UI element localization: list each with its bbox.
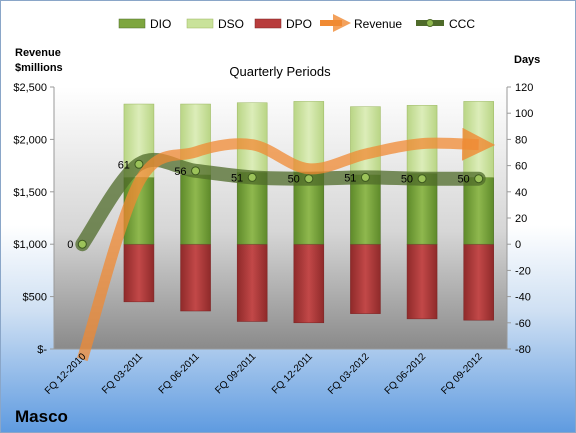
left-tick-label: $1,000: [13, 239, 47, 251]
right-tick-label: 20: [515, 213, 527, 225]
bar-dio: [463, 177, 494, 245]
x-axis-ticks: FQ 12-2010 FQ 03-2011 FQ 06-2011 FQ 09-2011…: [43, 351, 485, 397]
x-tick-label: FQ 09-2011: [213, 351, 258, 396]
right-tick-label: -20: [515, 265, 531, 277]
left-tick-label: $500: [23, 292, 47, 304]
legend-swatch-ccc-marker: [426, 19, 434, 27]
bar-dpo: [123, 243, 155, 303]
company-name: Masco: [15, 407, 68, 426]
right-axis-title: Days: [514, 54, 540, 66]
x-tick-label: FQ 06-2012: [383, 351, 429, 397]
x-tick-label: FQ 03-2012: [326, 351, 372, 397]
bar-dpo: [350, 243, 381, 314]
ccc-point: [134, 159, 144, 169]
x-tick-label: FQ 12-2010: [43, 351, 89, 397]
ccc-data-label: 56: [174, 166, 186, 178]
left-axis-title-line1: Revenue: [15, 47, 61, 59]
ccc-point: [360, 172, 370, 182]
ccc-data-label: 51: [231, 172, 243, 184]
bar-dso: [236, 102, 268, 173]
left-tick-label: $2,500: [13, 82, 47, 94]
ccc-point: [417, 174, 427, 184]
ccc-data-label: 51: [344, 172, 356, 184]
legend-swatch-dio: [118, 18, 146, 29]
left-tick-label: $1,500: [13, 187, 47, 199]
bar-dpo: [180, 243, 211, 312]
bar-dpo: [236, 243, 268, 322]
x-tick-label: FQ 06-2011: [157, 351, 202, 396]
right-tick-label: 40: [515, 187, 527, 199]
left-axis-title-line2: $millions: [15, 62, 63, 74]
right-tick-label: 0: [515, 239, 521, 251]
ccc-point: [474, 174, 484, 184]
ccc-data-label: 50: [457, 174, 469, 186]
legend-label-dpo: DPO: [286, 17, 312, 31]
ccc-point: [191, 166, 201, 176]
bar-dpo: [406, 243, 438, 320]
legend-label-revenue: Revenue: [354, 17, 402, 31]
left-tick-label: $2,000: [13, 134, 47, 146]
legend: DIO DSO DPO Revenue CCC: [118, 14, 475, 32]
ccc-data-label: 61: [118, 159, 130, 171]
ccc-data-label: 50: [288, 174, 300, 186]
bar-dso: [350, 106, 381, 176]
bar-dpo: [293, 243, 325, 324]
legend-swatch-dso: [186, 18, 214, 29]
line-marks: 0 61 56 51 50 51 50 50: [67, 127, 496, 362]
legend-swatch-dpo: [254, 18, 282, 29]
chart-title: Quarterly Periods: [229, 64, 331, 79]
legend-label-ccc: CCC: [449, 17, 475, 31]
left-tick-label: $-: [37, 344, 47, 356]
right-axis-ticks: -80 -60 -40 -20 0 20 40 60 80 100 120: [507, 82, 533, 356]
right-tick-label: -80: [515, 344, 531, 356]
ccc-point: [247, 172, 257, 182]
bar-dio: [180, 174, 211, 245]
x-tick-label: FQ 12-2011: [270, 351, 315, 396]
right-tick-label: 80: [515, 134, 527, 146]
right-tick-label: 60: [515, 161, 527, 173]
right-tick-label: -60: [515, 318, 531, 330]
legend-label-dio: DIO: [150, 17, 171, 31]
left-axis-ticks: $- $500 $1,000 $1,500 $2,000 $2,500: [13, 82, 54, 356]
bar-dio: [350, 174, 381, 245]
right-tick-label: 100: [515, 108, 533, 120]
bar-dpo: [463, 243, 494, 321]
revenue-line: [77, 127, 496, 362]
ccc-point: [304, 174, 314, 184]
right-tick-label: -40: [515, 292, 531, 304]
ccc-point: [77, 239, 87, 249]
ccc-data-label: 0: [67, 239, 73, 251]
legend-label-dso: DSO: [218, 17, 244, 31]
right-tick-label: 120: [515, 82, 533, 94]
ccc-data-label: 50: [401, 174, 413, 186]
bar-marks: [123, 101, 494, 324]
x-tick-label: FQ 03-2011: [100, 351, 145, 396]
x-tick-label: FQ 09-2012: [439, 351, 485, 397]
